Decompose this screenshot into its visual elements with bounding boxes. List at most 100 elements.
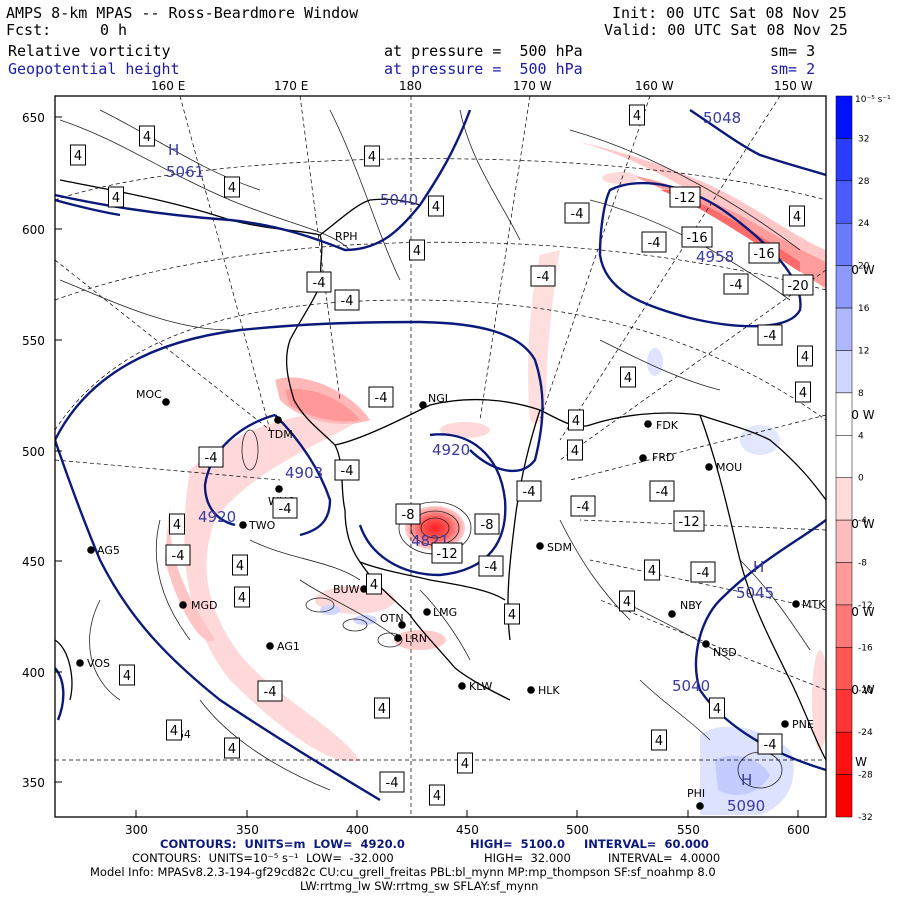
station-ag1[interactable]: AG1 [266,640,300,653]
colorbar-swatch [835,604,853,648]
vorticity-box-label: -4 [570,495,596,517]
station-ngl[interactable]: NGL [419,392,452,409]
station-buw[interactable]: BUW [333,583,368,596]
svg-text:-12: -12 [678,515,699,530]
station-lmg[interactable]: LMG [423,606,457,619]
station-frd[interactable]: FRD [639,451,674,464]
station-mtk[interactable]: MTK [792,598,826,611]
station-label: AG5 [97,544,120,557]
vorticity-box-label: -4 [272,497,298,519]
colorbar-level-label: -24 [858,728,873,738]
svg-text:4: 4 [368,150,376,165]
height-label: 5061 [166,163,204,181]
vorticity-box-label: -4 [257,680,283,702]
vorticity-box-label: -4 [334,459,360,481]
vorticity-box-label: 4 [139,125,155,147]
x-tick-label: 600 [787,823,810,837]
vorticity-box-label: 4 [789,205,805,227]
y-axis: 650 600 550 500 450 400 350 [22,111,62,790]
station-label: HLK [538,684,560,697]
station-two[interactable]: TWO [239,519,276,532]
svg-text:-4: -4 [313,276,326,291]
svg-text:4: 4 [433,789,441,804]
station-lrn[interactable]: LRN [394,632,427,645]
vorticity-box-label: -4 [649,480,675,502]
vorticity-box-label: -4 [516,480,542,502]
forecast-value: 0 h [100,21,128,39]
station-klw[interactable]: KLW [458,680,492,693]
coastlines [55,179,826,761]
colorbar-swatch [835,95,853,139]
height-label: 5040 [380,191,418,209]
vorticity-box-label: -12 [673,510,705,532]
svg-text:4: 4 [413,244,421,259]
field1-pressure: at pressure = 500 hPa [384,42,583,60]
colorbar-level-label: -12 [858,601,873,611]
colorbar: 10⁻⁵ s⁻¹ 32 28 24 20 16 12 8 4 0 -4 -8 -12 -16 -20 -24… [835,95,891,823]
footer-model-info-2: LW:rrtmg_lw SW:rrtmg_sw SFLAY:sf_mynn [300,879,539,893]
svg-text:-4: -4 [571,207,584,222]
height-label: 5090 [727,797,765,815]
station-nsd[interactable]: NSD [702,640,737,659]
lon-label: 160 W [635,79,674,93]
station-sdm[interactable]: SDM [536,541,572,554]
y-tick-label: 400 [22,666,45,680]
station-hlk[interactable]: HLK [527,684,560,697]
vorticity-box-label: -20 [782,274,814,296]
graticule [55,96,826,817]
svg-text:4: 4 [173,518,181,533]
vorticity-box-label: 4 [70,144,86,166]
station-mou[interactable]: MOU [705,461,742,474]
station-mgd[interactable]: MGD [179,599,218,612]
vorticity-box-label: 4 [374,697,390,719]
svg-text:-4: -4 [764,738,777,753]
station-ag5[interactable]: AG5 [87,544,120,557]
station-label: LMG [433,606,457,619]
vorticity-box-label: -4 [198,446,224,468]
colorbar-level-label: 16 [858,304,870,314]
svg-text:-4: -4 [485,560,498,575]
station-phi[interactable]: PHI [687,787,705,810]
colorbar-level-label: -4 [858,516,867,526]
station-fdk[interactable]: FDK [644,419,679,432]
svg-text:-4: -4 [697,566,710,581]
high-marker: H [741,771,752,789]
station-label: PNE [792,718,814,731]
vorticity-box-label: 4 [224,176,240,198]
colorbar-swatch [835,519,853,563]
svg-text:-4: -4 [648,236,661,251]
height-labels: H 5061 5040 5048 4958 4920 4903 4920 482… [166,109,774,815]
colorbar-level-label: -32 [858,813,873,823]
x-tick-label: 300 [125,823,148,837]
init-time: Init: 00 UTC Sat 08 Nov 25 [612,4,847,22]
station-moc[interactable]: MOC [136,388,170,406]
station-tdm[interactable]: TDM [267,416,293,441]
vorticity-box-label: -4 [306,271,332,293]
station-pne[interactable]: PNE [781,718,814,731]
colorbar-swatch [835,392,853,436]
svg-text:-4: -4 [341,294,354,309]
vorticity-box-label: 4 [504,603,520,625]
svg-text:4: 4 [713,702,721,717]
vorticity-box-label: -8 [395,503,421,525]
station-label: LRN [405,632,427,645]
x-tick-label: 350 [236,823,259,837]
colorbar-swatch [835,222,853,266]
colorbar-level-label: -28 [858,771,873,781]
colorbar-level-label: 12 [858,346,869,356]
vorticity-box-label: -4 [530,265,556,287]
station-label: RPH [335,230,358,243]
lon-label: 170 E [274,79,308,93]
height-label: 4920 [198,508,236,526]
map-title: AMPS 8-km MPAS -- Ross-Beardmore Window [6,4,359,22]
height-label: 4903 [285,464,323,482]
station-label: AG1 [277,640,300,653]
vorticity-box-label: -4 [379,771,405,793]
station-nby[interactable]: NBY [668,599,702,618]
station-otn[interactable]: OTN [380,612,406,629]
station-vos[interactable]: VOS [76,657,110,670]
colorbar-swatch [835,689,853,733]
svg-text:-4: -4 [577,500,590,515]
colorbar-swatch [835,647,853,691]
colorbar-swatch [835,138,853,182]
